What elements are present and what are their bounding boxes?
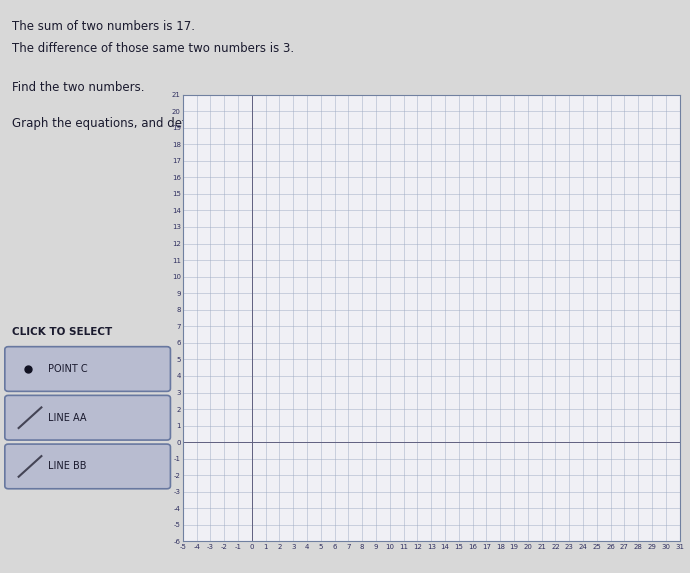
Text: Graph the equations, and determine your answer by marking the point of intersect: Graph the equations, and determine your … — [12, 117, 526, 130]
FancyBboxPatch shape — [5, 395, 170, 440]
Text: The sum of two numbers is 17.: The sum of two numbers is 17. — [12, 20, 195, 33]
Text: Find the two numbers.: Find the two numbers. — [12, 81, 145, 94]
Text: The difference of those same two numbers is 3.: The difference of those same two numbers… — [12, 42, 295, 55]
FancyBboxPatch shape — [5, 347, 170, 391]
Text: LINE BB: LINE BB — [48, 461, 87, 472]
Text: CLICK TO SELECT: CLICK TO SELECT — [12, 327, 112, 336]
Text: POINT C: POINT C — [48, 364, 88, 374]
FancyBboxPatch shape — [5, 444, 170, 489]
Text: LINE AA: LINE AA — [48, 413, 87, 423]
